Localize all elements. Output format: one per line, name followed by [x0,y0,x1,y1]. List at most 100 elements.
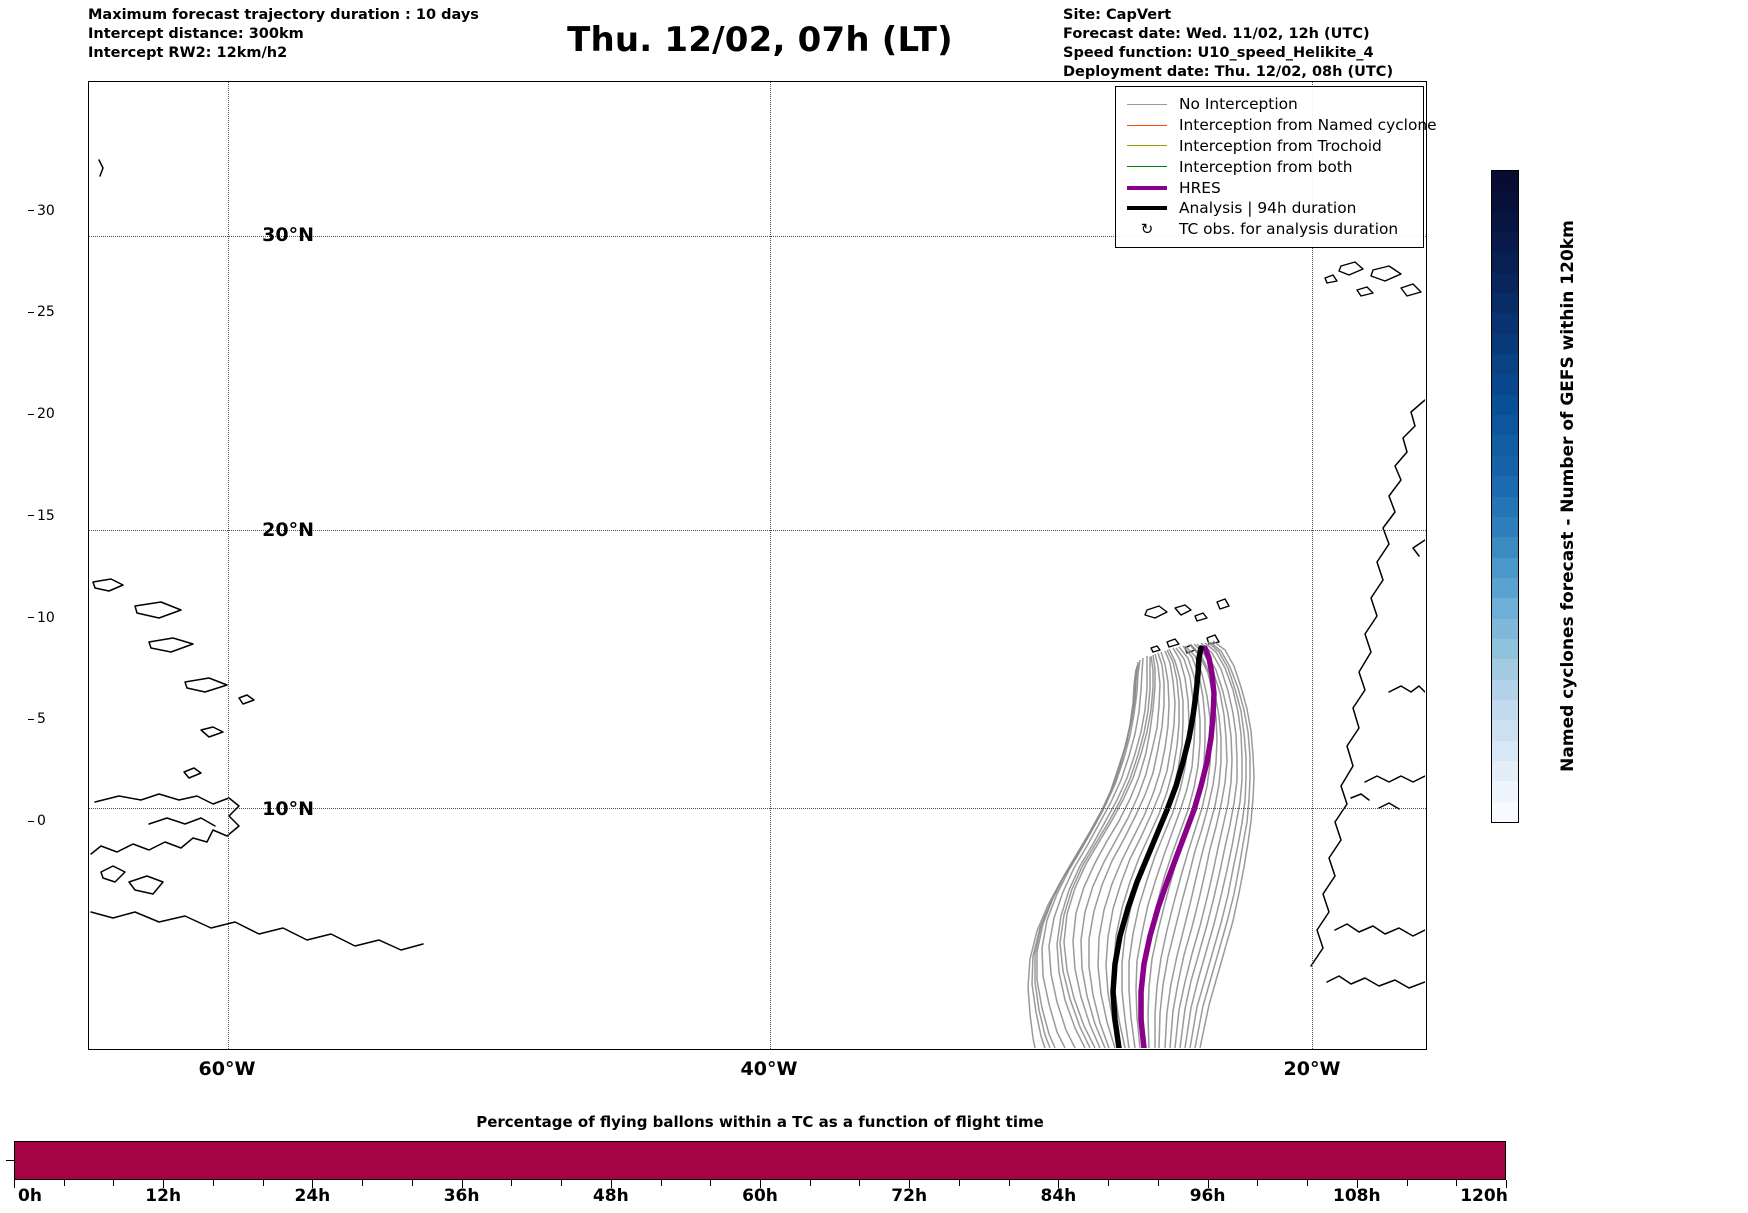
flight-time-minor-tick [63,1180,65,1186]
colorbar-segment [1492,333,1518,355]
line-sample [1127,145,1167,147]
flight-time-tick-mark [312,1180,314,1188]
legend-line-swatch [1125,166,1169,168]
legend-item-3[interactable]: Interception from both [1125,156,1414,177]
flight-time-minor-tick [1406,1180,1408,1186]
map-legend: No Interception Interception from Named c… [1115,86,1437,248]
colorbar-segment [1492,577,1518,599]
colorbar-segment [1492,415,1518,436]
colorbar-tick-label: 5 [28,711,46,727]
legend-item-label: Interception from Trochoid [1179,136,1382,155]
page-title: Thu. 12/02, 07h (LT) [567,20,953,60]
legend-item-label: Interception from both [1179,157,1353,176]
flight-time-minor-tick [1307,1180,1309,1186]
y-axis-tick-label: 20°N [262,519,314,541]
legend-item-label: Analysis | 94h duration [1179,199,1357,218]
flight-time-minor-tick [362,1180,364,1186]
deployment-date-text: Deployment date: Thu. 12/02, 08h (UTC) [1063,64,1394,80]
max-duration-text: Maximum forecast trajectory duration : 1… [88,7,479,23]
colorbar-segment [1492,232,1518,253]
legend-item-0[interactable]: No Interception [1125,94,1414,115]
flight-time-minor-tick [1157,1180,1159,1186]
colorbar-segment [1492,598,1518,619]
progress-y-tick [6,1160,14,1161]
colorbar-label: Named cyclones forecast - Number of GEFS… [1556,170,1580,821]
colorbar-segment [1492,679,1518,700]
site-text: Site: CapVert [1063,7,1172,23]
legend-item-6[interactable]: ↻ TC obs. for analysis duration [1125,219,1414,240]
progress-bar-title: Percentage of flying ballons within a TC… [476,1113,1044,1131]
colorbar-tick-label: 15 [28,508,55,524]
flight-time-minor-tick [660,1180,662,1186]
flight-time-minor-tick [1257,1180,1259,1186]
flight-time-tick-label: 12h [145,1186,182,1206]
y-axis-tick-label: 10°N [262,798,314,820]
legend-item-label: TC obs. for analysis duration [1179,220,1399,239]
colorbar-tick-label: 25 [28,304,55,320]
colorbar-segment [1492,537,1518,558]
colorbar-segment [1492,252,1518,273]
flight-time-minor-tick [511,1180,513,1186]
colorbar-segment [1492,211,1518,233]
colorbar [1491,170,1519,823]
forecast-date-text: Forecast date: Wed. 11/02, 12h (UTC) [1063,26,1370,42]
legend-item-2[interactable]: Interception from Trochoid [1125,136,1414,157]
intercept-rw2-text: Intercept RW2: 12km/h2 [88,45,288,61]
cyclone-glyph: ↻ [1140,219,1154,238]
colorbar-segment [1492,557,1518,578]
legend-line-swatch [1125,145,1169,147]
flight-time-minor-tick [809,1180,811,1186]
flight-time-tick-label: 24h [294,1186,331,1206]
legend-item-5[interactable]: Analysis | 94h duration [1125,198,1414,219]
header-left-info: Maximum forecast trajectory duration : 1… [88,6,479,63]
intercept-distance-text: Intercept distance: 300km [88,26,304,42]
legend-item-1[interactable]: Interception from Named cyclone [1125,115,1437,136]
analysis-trajectory [1110,645,1204,1048]
legend-item-label: Interception from Named cyclone [1179,116,1437,135]
colorbar-segment [1492,496,1518,517]
gridline-vertical [769,82,771,1049]
flight-time-tick-label: 120h [1460,1186,1508,1206]
flight-time-minor-tick [1008,1180,1010,1186]
progress-bar-fill [15,1142,1505,1179]
flight-time-tick-label: 108h [1333,1186,1381,1206]
gridline-horizontal [89,235,1426,237]
y-axis-tick-label: 30°N [262,224,314,246]
flight-time-minor-tick [1456,1180,1458,1186]
flight-time-tick-label: 36h [443,1186,480,1206]
colorbar-segment [1492,394,1518,416]
progress-bar[interactable] [14,1141,1506,1180]
legend-item-label: No Interception [1179,95,1298,114]
colorbar-segment [1492,354,1518,375]
flight-time-tick-mark [14,1180,15,1188]
x-tick-mark [228,1049,229,1050]
colorbar-segment [1492,171,1518,192]
colorbar-segment [1492,293,1518,314]
legend-item-4[interactable]: HRES [1125,177,1414,198]
colorbar-segment [1492,191,1518,212]
colorbar-segment [1492,618,1518,639]
flight-time-tick-label: 48h [592,1186,629,1206]
line-sample [1127,166,1167,168]
header-right-info: Site: CapVert Forecast date: Wed. 11/02,… [1063,6,1393,82]
x-tick-mark [770,1049,771,1050]
flight-time-tick-mark [1356,1180,1358,1188]
flight-time-tick-mark [760,1180,761,1188]
colorbar-segment [1492,720,1518,741]
legend-line-swatch [1125,206,1169,211]
flight-time-minor-tick [710,1180,712,1186]
flight-time-minor-tick [262,1180,264,1186]
colorbar-segment [1492,699,1518,721]
flight-time-tick-mark [610,1180,612,1188]
colorbar-segment [1492,516,1518,538]
colorbar-segment [1492,740,1518,761]
map-coastlines-and-trajectories [90,159,1425,1048]
colorbar-segment [1492,313,1518,334]
flight-time-tick-mark [1058,1180,1060,1188]
gridline-horizontal [89,529,1426,531]
colorbar-segment [1492,435,1518,456]
y-tick-mark [88,808,89,809]
flight-time-tick-mark [909,1180,911,1188]
flight-time-minor-tick [212,1180,214,1186]
colorbar-label-text: Named cyclones forecast - Number of GEFS… [1558,219,1578,772]
